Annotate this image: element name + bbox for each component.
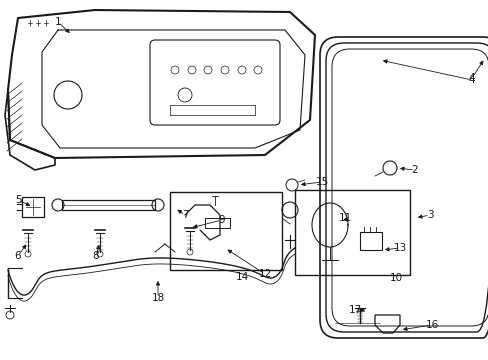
Text: 12: 12 <box>258 269 271 279</box>
Text: 2: 2 <box>411 165 417 175</box>
Text: 3: 3 <box>426 210 432 220</box>
Text: 14: 14 <box>235 272 248 282</box>
Text: 18: 18 <box>151 293 164 303</box>
Text: 1: 1 <box>55 17 61 27</box>
Text: 7: 7 <box>182 210 188 220</box>
Text: 5: 5 <box>15 195 21 205</box>
Text: 6: 6 <box>15 251 21 261</box>
Text: 10: 10 <box>388 273 402 283</box>
Text: 11: 11 <box>338 213 351 223</box>
Text: 16: 16 <box>425 320 438 330</box>
Text: 13: 13 <box>392 243 406 253</box>
Text: 17: 17 <box>347 305 361 315</box>
Text: 4: 4 <box>468 73 474 83</box>
Text: 9: 9 <box>218 215 225 225</box>
Text: 8: 8 <box>93 251 99 261</box>
Text: 15: 15 <box>315 177 328 187</box>
Text: 4: 4 <box>468 75 474 85</box>
